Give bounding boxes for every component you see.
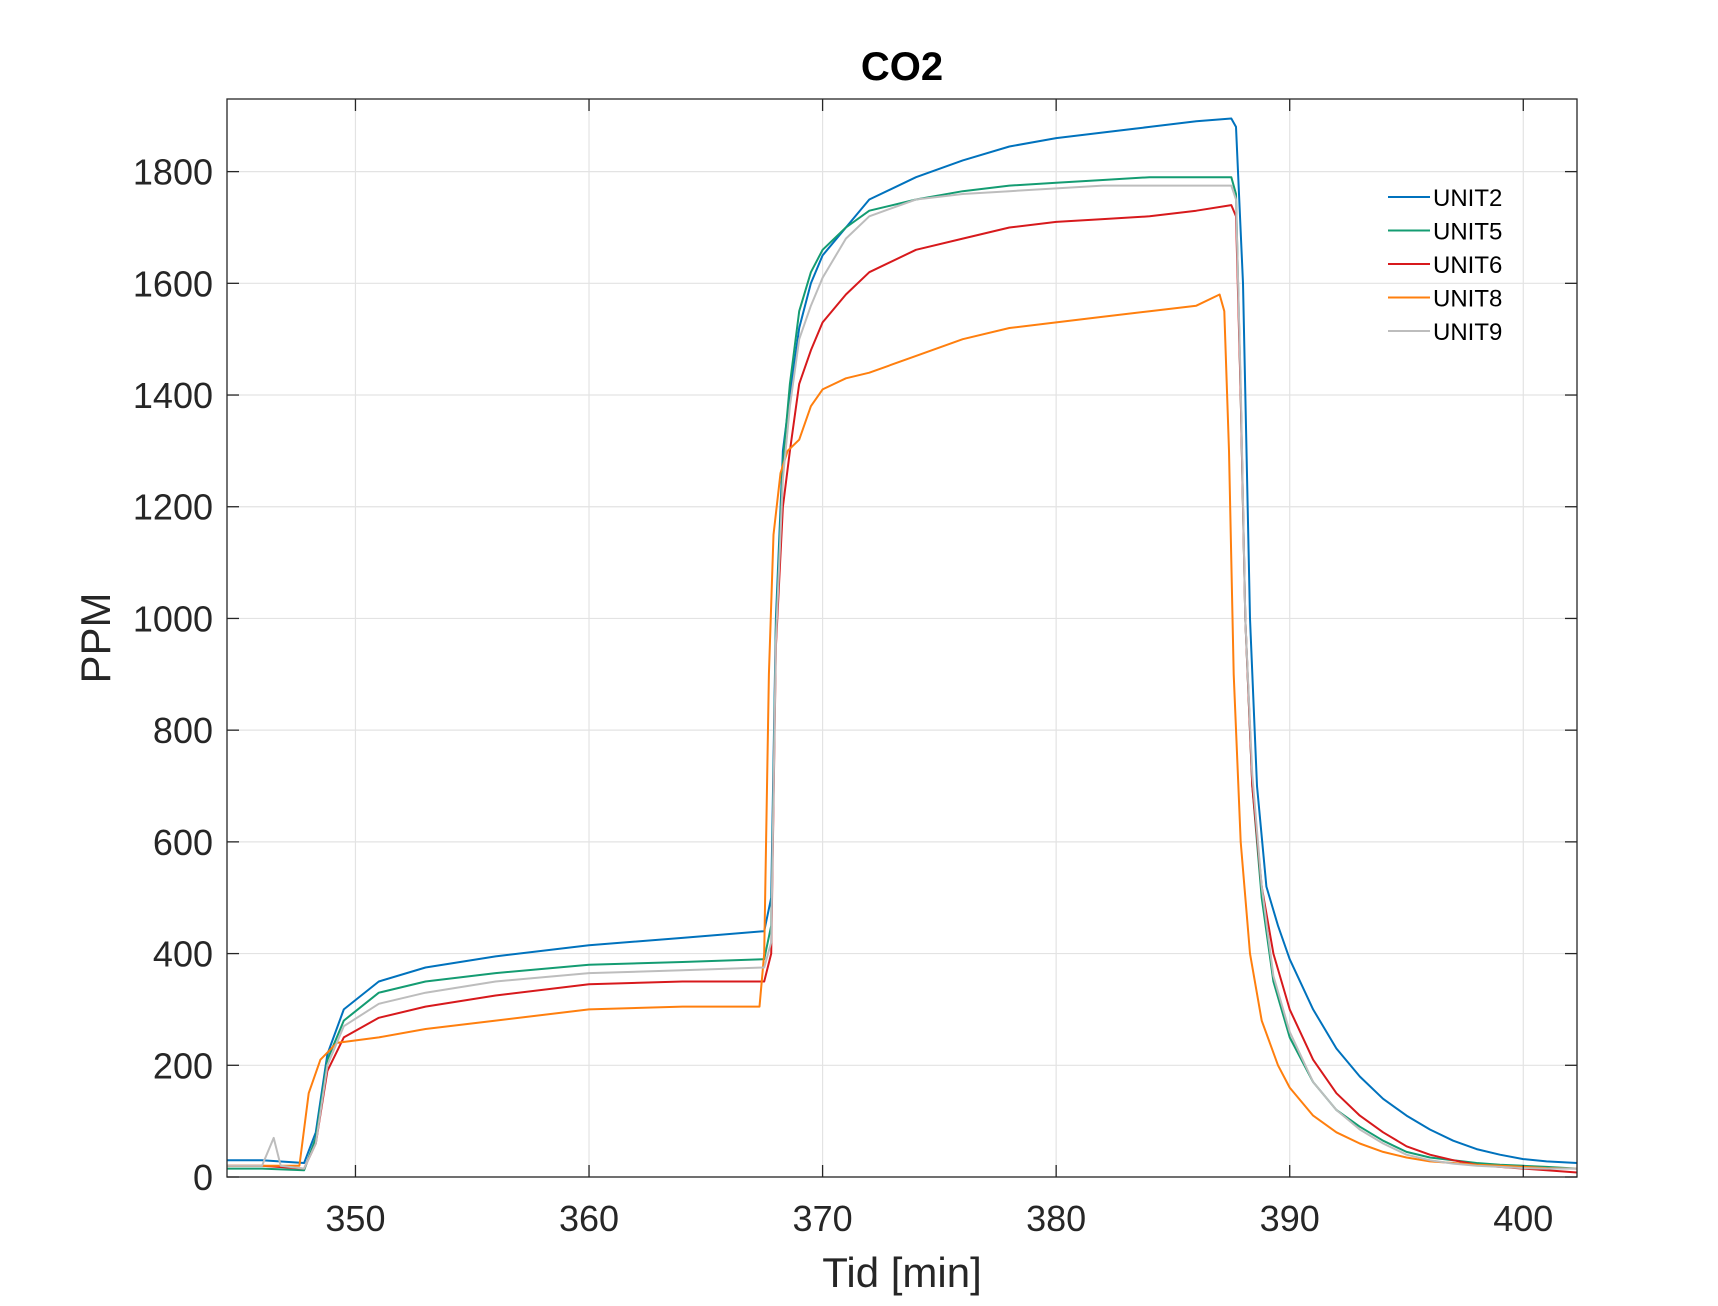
y-tick-label: 1400 — [133, 375, 213, 416]
y-tick-label: 800 — [153, 710, 213, 751]
y-axis-label: PPM — [72, 592, 119, 683]
legend-label: UNIT8 — [1433, 286, 1502, 313]
y-tick-label: 0 — [193, 1157, 213, 1198]
series-lines — [227, 117, 1578, 1174]
y-tick-labels: 0 200 400 600 800 1000 1200 1400 1600 1800 — [133, 152, 213, 1198]
series-line-unit8 — [227, 293, 1578, 1170]
x-tick-label: 350 — [325, 1198, 385, 1239]
series-line-unit5 — [227, 176, 1578, 1172]
series-line-unit6 — [227, 204, 1578, 1174]
x-tick-label: 370 — [793, 1198, 853, 1239]
x-tick-label: 380 — [1026, 1198, 1086, 1239]
plot-frame — [226, 98, 1578, 1178]
y-tick-label: 400 — [153, 934, 213, 975]
grid-lines — [227, 99, 1577, 1178]
legend-label: UNIT2 — [1433, 185, 1502, 212]
y-tick-label: 1200 — [133, 487, 213, 528]
y-tick-label: 1800 — [133, 152, 213, 193]
x-axis-label: Tid [min] — [822, 1249, 981, 1296]
series-line-unit2 — [227, 117, 1578, 1164]
x-tick-label: 390 — [1260, 1198, 1320, 1239]
x-tick-label: 360 — [559, 1198, 619, 1239]
chart-title: CO2 — [861, 45, 943, 89]
legend-label: UNIT5 — [1433, 219, 1502, 246]
legend-label: UNIT9 — [1433, 319, 1502, 346]
y-tick-label: 1600 — [133, 263, 213, 304]
y-tick-label: 600 — [153, 822, 213, 863]
y-tick-label: 200 — [153, 1045, 213, 1086]
legend-label: UNIT6 — [1433, 252, 1502, 279]
series-line-unit9 — [227, 184, 1577, 1170]
y-tick-label: 1000 — [133, 598, 213, 639]
axis-ticks — [227, 99, 1577, 1178]
x-tick-labels: 350 360 370 380 390 400 — [325, 1198, 1553, 1239]
x-tick-label: 400 — [1493, 1198, 1553, 1239]
legend: UNIT2 UNIT5 UNIT6 UNIT8 UNIT9 — [1388, 185, 1502, 346]
